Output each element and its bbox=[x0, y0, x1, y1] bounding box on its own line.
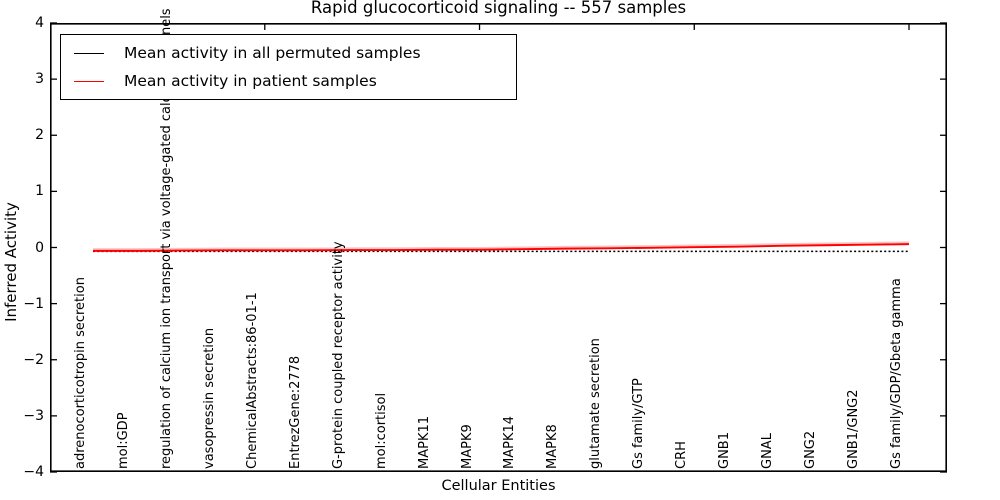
x-axis-label: Cellular Entities bbox=[441, 478, 556, 494]
x-category-label: MAPK14 bbox=[502, 415, 518, 469]
legend-line-sample-black bbox=[74, 52, 104, 54]
x-category-label: CRH bbox=[674, 441, 690, 469]
y-tick-label: 2 bbox=[35, 127, 44, 144]
legend-label-patient: Mean activity in patient samples bbox=[124, 72, 377, 90]
x-category-label: adrenocorticotropin secretion bbox=[73, 277, 88, 469]
x-category-label: vasopressin secretion bbox=[201, 327, 217, 469]
legend-row: Mean activity in patient samples bbox=[61, 67, 516, 95]
x-category-label: mol:cortisol bbox=[373, 392, 389, 469]
x-category-label: Gs family/GTP bbox=[631, 378, 647, 469]
x-category-label: MAPK8 bbox=[545, 424, 561, 469]
x-category-label: GNAL bbox=[760, 433, 776, 469]
y-tick-label: 1 bbox=[35, 183, 44, 200]
plot-svg bbox=[50, 22, 947, 473]
x-category-label: MAPK11 bbox=[416, 415, 432, 469]
series-patient-halo bbox=[93, 241, 910, 252]
y-tick-label: 3 bbox=[35, 71, 44, 88]
x-category-label: MAPK9 bbox=[459, 424, 475, 469]
y-tick-label: −1 bbox=[23, 295, 44, 312]
x-category-label: GNG2 bbox=[803, 430, 819, 469]
x-category-label: mol:GDP bbox=[115, 412, 131, 469]
plot-area: adrenocorticotropin secretion mol:GDP regu… bbox=[50, 8, 947, 473]
x-category-label: ChemicalAbstracts:86-01-1 bbox=[244, 292, 260, 469]
legend-row: Mean activity in all permuted samples bbox=[61, 39, 516, 67]
series-patient-line bbox=[93, 243, 910, 252]
y-tick-label: 4 bbox=[35, 15, 44, 31]
x-category-label: Gs family/GDP/Gbeta gamma bbox=[889, 278, 904, 469]
legend-line-sample-red bbox=[74, 80, 104, 82]
x-category-label: G-protein coupled receptor activity bbox=[330, 241, 346, 469]
x-category-label: EntrezGene:2778 bbox=[287, 355, 303, 469]
legend: Mean activity in all permuted samples Me… bbox=[60, 34, 517, 100]
x-category-label: GNB1 bbox=[717, 432, 733, 469]
x-category-label: glutamate secretion bbox=[588, 338, 604, 469]
y-tick-label: 0 bbox=[35, 239, 44, 256]
y-tick-label: −3 bbox=[23, 407, 44, 424]
x-category-label: GNB1/GNG2 bbox=[846, 389, 862, 469]
chart-title: Rapid glucocorticoid signaling -- 557 sa… bbox=[310, 0, 687, 17]
y-tick-label: −4 bbox=[23, 464, 44, 480]
legend-label-permuted: Mean activity in all permuted samples bbox=[124, 44, 421, 62]
y-tick-label: −2 bbox=[23, 351, 44, 368]
